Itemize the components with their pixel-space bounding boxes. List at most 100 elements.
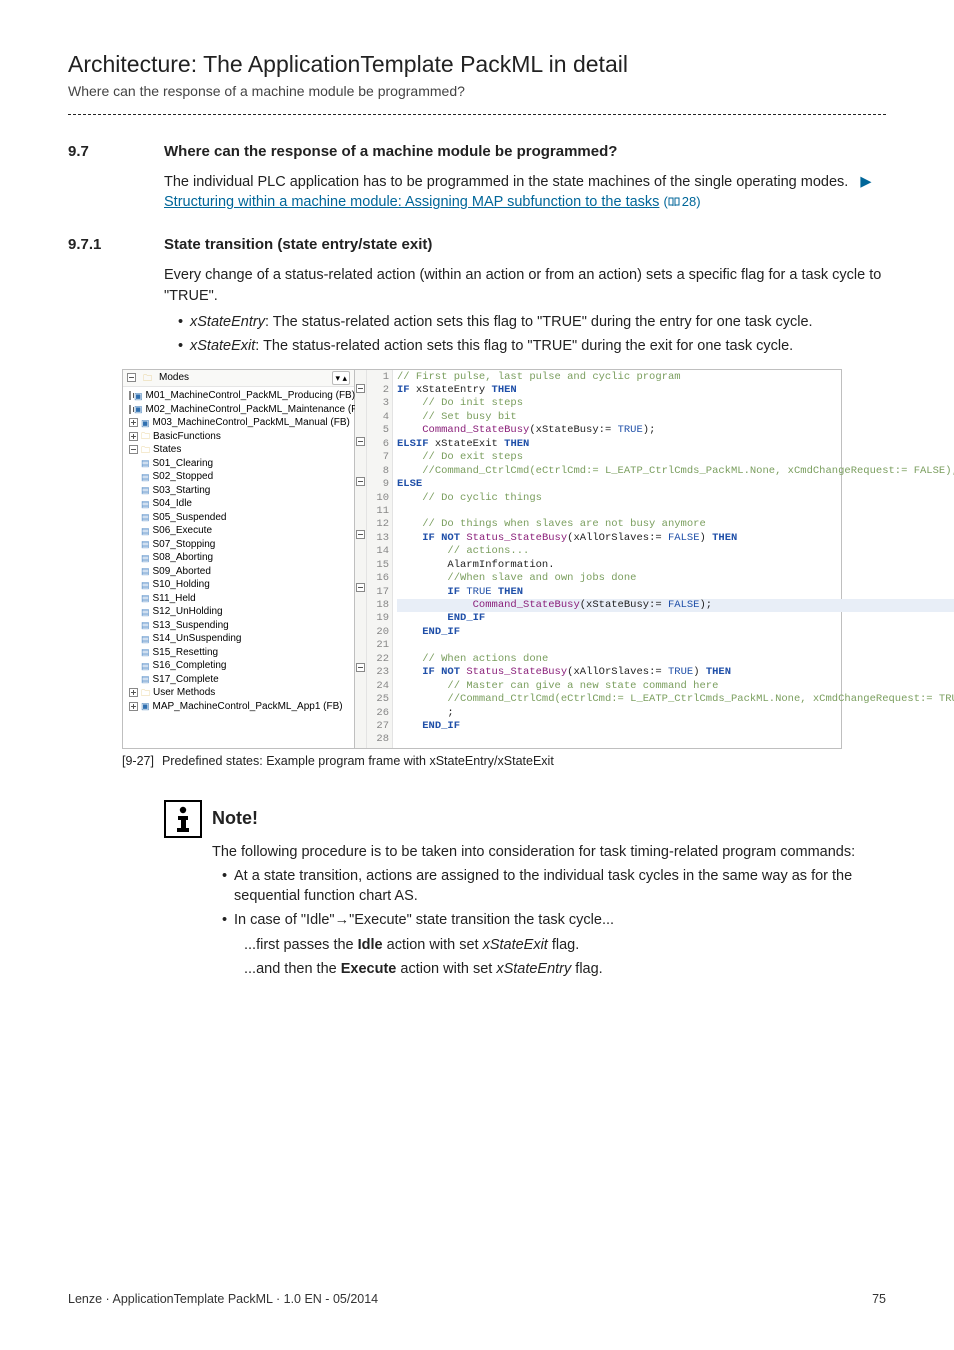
- section-paragraph: The individual PLC application has to be…: [164, 172, 886, 213]
- action-icon: ▤: [141, 660, 150, 672]
- expand-icon[interactable]: [129, 418, 138, 427]
- action-icon: ▤: [141, 606, 150, 618]
- arrow-icon: →: [335, 912, 350, 928]
- expand-icon[interactable]: [129, 702, 138, 711]
- note-text: In case of "Idle": [234, 912, 335, 928]
- fold-icon[interactable]: [356, 437, 365, 446]
- tree-item-label: S08_Aborting: [153, 551, 214, 565]
- tree-item[interactable]: ▤S02_Stopped: [127, 470, 354, 484]
- tree-item-label: S14_UnSuspending: [153, 632, 242, 646]
- tree-item[interactable]: ▤S04_Idle: [127, 497, 354, 511]
- tree-item[interactable]: ▤S11_Held: [127, 592, 354, 606]
- section-number: 9.7: [68, 141, 164, 217]
- tree-item[interactable]: ▤S12_UnHolding: [127, 605, 354, 619]
- fold-icon[interactable]: [356, 663, 365, 672]
- section-number: 9.7.1: [68, 234, 164, 360]
- fold-icon[interactable]: [356, 477, 365, 486]
- tree-item[interactable]: ▤S01_Clearing: [127, 457, 354, 471]
- section-9-7: 9.7 Where can the response of a machine …: [68, 141, 886, 217]
- expand-icon[interactable]: [129, 688, 138, 697]
- line-number: 7: [367, 451, 389, 464]
- expand-icon[interactable]: [129, 432, 138, 441]
- section-paragraph: Every change of a status-related action …: [164, 265, 886, 306]
- tree-header-label: Modes: [159, 371, 189, 385]
- action-icon: ▤: [141, 498, 150, 510]
- para-text: The individual PLC application has to be…: [164, 174, 848, 190]
- tree-item-label: States: [153, 443, 181, 457]
- fb-icon: ▣: [134, 390, 143, 402]
- tree-item[interactable]: ▣M01_MachineControl_PackML_Producing (FB…: [127, 389, 354, 403]
- code-line: END_IF: [397, 720, 954, 733]
- tree-item[interactable]: ▤S10_Holding: [127, 578, 354, 592]
- code-line: Command_StateBusy(xStateBusy:= FALSE);: [397, 599, 954, 612]
- code-line: // actions...: [397, 545, 954, 558]
- code-line-gutter: 1234567891011121314151617181920212223242…: [367, 370, 393, 748]
- note-paragraph: The following procedure is to be taken i…: [212, 842, 886, 862]
- tree-item[interactable]: ▤S13_Suspending: [127, 619, 354, 633]
- folder-icon: 🗀: [141, 444, 150, 456]
- note-bullet: At a state transition, actions are assig…: [222, 866, 886, 907]
- action-icon: ▤: [141, 619, 150, 631]
- tree-item[interactable]: ▤S05_Suspended: [127, 511, 354, 525]
- tree-item[interactable]: ▤S16_Completing: [127, 659, 354, 673]
- action-icon: ▤: [141, 511, 150, 523]
- section-heading: Where can the response of a machine modu…: [164, 141, 886, 162]
- tree-item[interactable]: ▤S14_UnSuspending: [127, 632, 354, 646]
- expand-icon[interactable]: [129, 405, 131, 414]
- fold-spacer: [355, 636, 366, 649]
- tree-item[interactable]: ▤S17_Complete: [127, 673, 354, 687]
- fold-icon[interactable]: [356, 583, 365, 592]
- tree-item[interactable]: ▣M02_MachineControl_PackML_Maintenance (…: [127, 403, 354, 417]
- xref-link[interactable]: Structuring within a machine module: Ass…: [164, 194, 659, 210]
- figure-caption-text: Predefined states: Example program frame…: [162, 754, 554, 768]
- folder-icon: 🗀: [141, 430, 150, 442]
- tree-item[interactable]: ▤S15_Resetting: [127, 646, 354, 660]
- code-line: // Do cyclic things: [397, 492, 954, 505]
- tree-item-label: S12_UnHolding: [153, 605, 223, 619]
- fold-spacer: [355, 730, 366, 743]
- tree-item[interactable]: ▤S07_Stopping: [127, 538, 354, 552]
- line-number: 3: [367, 397, 389, 410]
- folder-icon: 🗀: [143, 372, 152, 385]
- tree-item[interactable]: ▤S06_Execute: [127, 524, 354, 538]
- fold-icon[interactable]: [356, 530, 365, 539]
- tree-item[interactable]: ▤S03_Starting: [127, 484, 354, 498]
- fb-icon: ▣: [141, 700, 150, 712]
- tree-dropdown-icon[interactable]: ▾ ▴: [332, 371, 350, 386]
- fold-icon[interactable]: [356, 384, 365, 393]
- line-number: 6: [367, 438, 389, 451]
- line-number: 20: [367, 626, 389, 639]
- fold-spacer: [355, 410, 366, 423]
- page-header: Architecture: The ApplicationTemplate Pa…: [68, 48, 886, 102]
- note-box: Note! The following procedure is to be t…: [164, 800, 886, 983]
- tree-item[interactable]: ▣M03_MachineControl_PackML_Manual (FB): [127, 416, 354, 430]
- code-line: // First pulse, last pulse and cyclic pr…: [397, 371, 954, 384]
- note-text: ...first passes the: [244, 937, 358, 953]
- tree-item[interactable]: 🗀States: [127, 443, 354, 457]
- expand-icon[interactable]: [129, 391, 131, 400]
- note-body: Note! The following procedure is to be t…: [212, 800, 886, 983]
- tree-item[interactable]: ▤S08_Aborting: [127, 551, 354, 565]
- line-number: 26: [367, 707, 389, 720]
- footer-page-number: 75: [872, 1291, 886, 1309]
- collapse-icon[interactable]: [129, 445, 138, 454]
- line-number: 9: [367, 478, 389, 491]
- note-bold: Idle: [358, 937, 383, 953]
- tree-item[interactable]: 🗀BasicFunctions: [127, 430, 354, 444]
- code-line: [397, 639, 954, 652]
- xref-page-number: 28: [682, 194, 696, 209]
- note-text: flag.: [571, 961, 602, 977]
- tree-collapse-icon[interactable]: [127, 373, 136, 382]
- bullet-item: xStateExit: The status-related action se…: [178, 336, 886, 356]
- note-bullet: In case of "Idle"→"Execute" state transi…: [222, 910, 886, 930]
- ide-tree-panel: 🗀 Modes ▾ ▴ ▣M01_MachineControl_PackML_P…: [123, 370, 355, 748]
- tree-item[interactable]: ▣MAP_MachineControl_PackML_App1 (FB): [127, 700, 354, 714]
- line-number: 16: [367, 572, 389, 585]
- code-line: //Command_CtrlCmd(eCtrlCmd:= L_EATP_Ctrl…: [397, 465, 954, 478]
- note-text: flag.: [548, 937, 579, 953]
- action-icon: ▤: [141, 592, 150, 604]
- xref-page[interactable]: (28): [663, 194, 700, 209]
- tree-item[interactable]: ▤S09_Aborted: [127, 565, 354, 579]
- tree-item[interactable]: 🗀User Methods: [127, 686, 354, 700]
- fold-spacer: [355, 623, 366, 636]
